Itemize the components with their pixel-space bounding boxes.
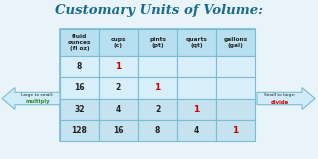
Text: Customary Units of Volume:: Customary Units of Volume:	[55, 4, 263, 17]
Bar	[99, 120, 138, 141]
Bar	[99, 77, 138, 98]
Bar	[216, 29, 255, 56]
Bar	[177, 29, 216, 56]
Bar	[138, 29, 177, 56]
Text: 1: 1	[232, 126, 238, 135]
Text: 4: 4	[194, 126, 199, 135]
Bar	[60, 29, 255, 141]
Polygon shape	[2, 87, 60, 110]
Bar	[177, 77, 216, 98]
Text: 128: 128	[72, 126, 87, 135]
Text: 8: 8	[155, 126, 160, 135]
Text: pints
(pt): pints (pt)	[149, 37, 166, 48]
Bar	[216, 120, 255, 141]
Bar	[216, 56, 255, 77]
Bar	[216, 77, 255, 98]
Bar	[60, 77, 99, 98]
Polygon shape	[257, 87, 315, 110]
Text: 1: 1	[193, 105, 200, 114]
Text: multiply: multiply	[25, 100, 50, 104]
Text: 8: 8	[77, 62, 82, 71]
Bar	[138, 120, 177, 141]
Text: 1: 1	[154, 83, 161, 92]
Text: cups
(c): cups (c)	[111, 37, 126, 48]
Text: fluid
ounces
(fl oz): fluid ounces (fl oz)	[68, 34, 91, 51]
Text: 4: 4	[116, 105, 121, 114]
Bar	[177, 120, 216, 141]
Text: quarts
(qt): quarts (qt)	[186, 37, 207, 48]
Bar	[138, 98, 177, 120]
Bar	[60, 120, 99, 141]
Bar	[99, 56, 138, 77]
Text: 16: 16	[113, 126, 124, 135]
Text: 1: 1	[115, 62, 121, 71]
Text: 2: 2	[155, 105, 160, 114]
Bar	[177, 98, 216, 120]
Bar	[177, 56, 216, 77]
Bar	[99, 98, 138, 120]
Text: divide: divide	[270, 100, 289, 104]
Text: Small to large:: Small to large:	[264, 93, 295, 97]
Text: gallons
(gal): gallons (gal)	[223, 37, 248, 48]
Bar	[138, 77, 177, 98]
Bar	[216, 98, 255, 120]
Text: 16: 16	[74, 83, 85, 92]
Bar	[99, 29, 138, 56]
Bar	[60, 98, 99, 120]
Text: 32: 32	[74, 105, 85, 114]
Text: 2: 2	[116, 83, 121, 92]
Bar	[60, 29, 99, 56]
Text: Large to small:: Large to small:	[21, 93, 54, 97]
Bar	[138, 56, 177, 77]
Bar	[60, 56, 99, 77]
